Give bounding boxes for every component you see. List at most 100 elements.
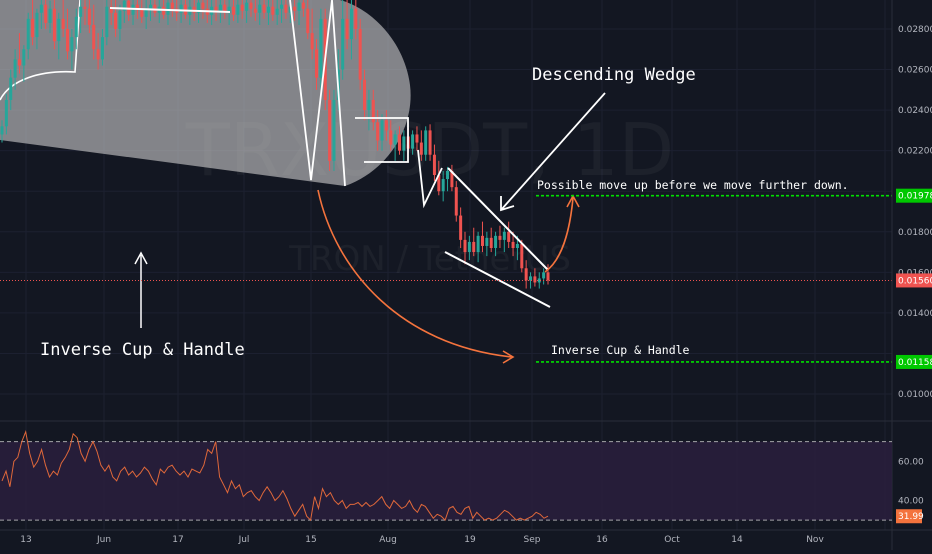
candle-body[interactable] [284,4,288,13]
oscillator-pane[interactable]: 60.00 40.00 31.99 [0,420,932,524]
candle-body[interactable] [371,99,375,123]
candle-body[interactable] [529,276,533,281]
cup-pointer-arrowhead[interactable] [134,251,148,265]
candle-body[interactable] [376,122,380,141]
candle-body[interactable] [349,8,353,40]
candle-body[interactable] [66,29,70,52]
candle-body[interactable] [275,8,279,15]
candle-body[interactable] [74,16,78,38]
candle-body[interactable] [411,134,415,149]
candle-body[interactable] [389,130,393,145]
candle-body[interactable] [537,278,541,283]
candle-body[interactable] [105,6,109,38]
candle-body[interactable] [39,4,43,13]
candle-body[interactable] [44,4,48,23]
candle-body[interactable] [397,134,401,151]
candle-body[interactable] [223,4,227,13]
candle-body[interactable] [507,231,511,242]
candle-body[interactable] [515,243,519,248]
candle-body[interactable] [166,2,170,15]
candle-body[interactable] [100,37,104,60]
candle-body[interactable] [96,49,100,60]
candle-body[interactable] [109,6,113,13]
wedge-lower-line[interactable] [444,251,551,308]
candle-body[interactable] [345,18,349,40]
candle-body[interactable] [0,126,4,135]
candle-body[interactable] [489,237,493,248]
candle-body[interactable] [240,4,244,11]
candle-body[interactable] [22,49,26,66]
candle-body[interactable] [533,276,537,283]
time-axis[interactable]: 13 Jun 17 Jul 15 Aug 19 Sep 16 Oct 14 Nov [0,529,932,545]
candle-body[interactable] [428,130,432,155]
candle-body[interactable] [232,6,236,15]
candle-body[interactable] [9,77,13,100]
candle-body[interactable] [236,4,240,15]
candle-body[interactable] [249,2,253,9]
candle-body[interactable] [314,49,318,78]
candle-body[interactable] [140,8,144,17]
cup-handle-outline[interactable] [0,0,81,101]
candle-body[interactable] [542,272,546,279]
annotation-descending-wedge[interactable]: Descending Wedge [532,65,696,85]
projected-move-down-curve[interactable] [317,189,513,358]
candle-body[interactable] [310,33,314,50]
candle-body[interactable] [419,142,423,155]
candle-body[interactable] [48,8,52,23]
annotation-inverse-cup-left[interactable]: Inverse Cup & Handle [40,340,245,360]
oscillator-line[interactable] [1,430,549,522]
candle-body[interactable] [218,4,222,11]
projected-move-up-curve[interactable] [544,197,574,273]
candle-body[interactable] [380,120,384,141]
annotation-inverse-cup-right[interactable]: Inverse Cup & Handle [551,343,690,357]
candle-body[interactable] [454,187,458,216]
candle-body[interactable] [26,18,30,50]
candle-body[interactable] [135,4,139,9]
candle-body[interactable] [61,18,65,29]
candle-body[interactable] [271,6,275,15]
candle-body[interactable] [480,235,484,246]
candle-body[interactable] [297,2,301,11]
candle-body[interactable] [467,241,471,253]
candle-body[interactable] [144,8,148,17]
candle-body[interactable] [92,24,96,50]
candle-body[interactable] [494,235,498,248]
candle-body[interactable] [192,6,196,13]
candle-body[interactable] [280,4,284,9]
candle-body[interactable] [319,18,323,78]
candle-body[interactable] [170,2,174,9]
candle-body[interactable] [35,12,39,38]
candle-body[interactable] [253,8,257,13]
candle-body[interactable] [367,99,371,111]
candle-body[interactable] [546,272,550,281]
zigzag-pattern[interactable] [289,0,346,187]
candle-body[interactable] [415,134,419,143]
candle-body[interactable] [13,59,17,78]
candle-body[interactable] [441,179,445,192]
candle-body[interactable] [266,6,270,13]
horizontal-levels[interactable] [0,194,892,363]
mini-flag[interactable] [417,149,443,209]
text-annotations[interactable]: Descending Wedge Possible move up before… [40,65,849,360]
candle-body[interactable] [83,6,87,9]
candle-body[interactable] [384,120,388,131]
candle-body[interactable] [485,237,489,246]
candle-body[interactable] [432,154,436,175]
candle-body[interactable] [459,215,463,240]
candle-body[interactable] [363,79,367,111]
annotation-possible-move[interactable]: Possible move up before we move further … [537,178,849,192]
candle-body[interactable] [245,2,249,11]
candle-body[interactable] [341,18,345,70]
wedge-upper-line[interactable] [447,167,549,271]
candle-body[interactable] [393,134,397,145]
candle-body[interactable] [114,12,118,29]
wedge-pointer-arrowhead[interactable] [500,196,515,212]
candle-body[interactable] [258,4,262,13]
resistance-line-top[interactable] [109,7,231,13]
candle-body[interactable] [306,8,310,34]
candle-body[interactable] [179,4,183,13]
candle-body[interactable] [87,8,91,25]
candle-body[interactable] [511,241,515,248]
